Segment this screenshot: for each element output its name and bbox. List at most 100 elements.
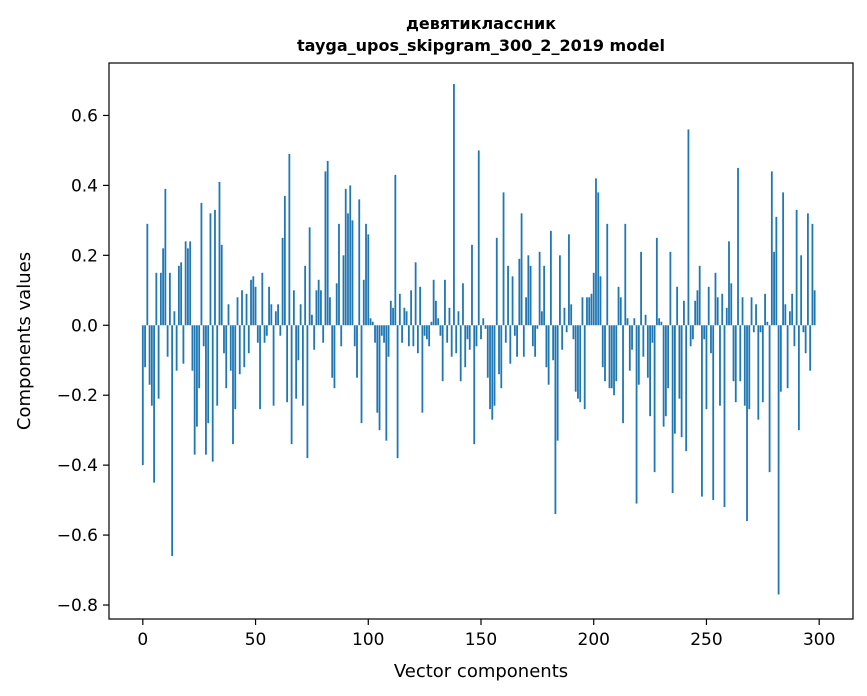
bar <box>640 251 642 326</box>
bar <box>283 195 286 326</box>
bar <box>516 325 518 357</box>
bar <box>741 297 744 326</box>
bar <box>405 311 408 326</box>
bar <box>385 325 388 441</box>
y-tick-label: 0.4 <box>71 176 98 196</box>
bar <box>779 325 782 392</box>
bar <box>198 325 201 389</box>
bar <box>455 325 458 354</box>
bar <box>428 325 431 347</box>
bar <box>595 178 597 326</box>
bar <box>477 150 480 326</box>
bar <box>791 293 794 326</box>
bar <box>619 297 622 326</box>
bar <box>250 279 252 326</box>
bar <box>401 325 403 343</box>
bar <box>277 304 279 326</box>
bar <box>698 265 701 326</box>
bar <box>507 265 509 326</box>
bar <box>304 265 307 326</box>
bar <box>448 307 451 326</box>
bar <box>588 297 591 326</box>
bar <box>624 223 627 326</box>
bar <box>608 325 611 389</box>
bar <box>270 304 273 326</box>
bar <box>227 304 230 326</box>
y-tick-label: −0.4 <box>57 456 98 476</box>
x-tick-label: 0 <box>137 630 148 650</box>
bar <box>173 311 176 326</box>
bar <box>484 325 487 329</box>
bar <box>534 325 537 357</box>
bar <box>320 290 322 326</box>
bar <box>182 325 185 364</box>
bar <box>281 237 284 326</box>
bar <box>299 304 302 326</box>
bar <box>453 83 455 326</box>
bar <box>374 325 376 343</box>
y-axis-ticks: 0.6 0.4 0.2 0.0 −0.2 −0.4 −0.6 −0.8 <box>57 106 109 616</box>
bar <box>761 325 764 403</box>
bar <box>622 325 624 424</box>
bar <box>446 325 449 343</box>
bar <box>475 325 478 347</box>
bar <box>457 311 460 326</box>
bar <box>159 272 162 326</box>
bar <box>669 251 672 326</box>
bar <box>353 325 356 347</box>
bar <box>586 297 588 326</box>
bar <box>171 325 174 557</box>
bar <box>229 325 232 371</box>
bar <box>563 307 566 326</box>
bar <box>313 325 316 350</box>
y-tick-label: 0.0 <box>71 316 98 336</box>
bar <box>734 325 737 403</box>
bar <box>788 311 791 326</box>
x-tick-label: 300 <box>803 630 835 650</box>
bar <box>504 325 507 343</box>
bar <box>407 325 410 347</box>
bar <box>480 325 482 340</box>
bar <box>196 325 198 427</box>
bar <box>529 265 532 326</box>
bar <box>365 223 367 326</box>
bar <box>549 230 552 326</box>
bar <box>518 258 521 326</box>
bar <box>150 325 153 406</box>
bar <box>509 325 512 364</box>
bar <box>592 272 595 326</box>
bar <box>290 325 293 445</box>
bar <box>241 290 243 326</box>
bar <box>263 325 266 343</box>
bar <box>680 325 683 438</box>
y-tick-label: 0.6 <box>71 106 98 126</box>
bar <box>694 300 697 326</box>
bar <box>223 325 225 354</box>
y-tick-label: 0.2 <box>71 246 98 266</box>
bar <box>486 325 489 378</box>
bar <box>719 325 721 406</box>
bar <box>356 325 358 378</box>
bar <box>482 318 485 326</box>
bar <box>615 325 618 382</box>
bar <box>685 325 688 452</box>
bar <box>655 237 658 326</box>
bar <box>707 286 710 326</box>
bar <box>543 265 546 326</box>
bar <box>166 325 169 357</box>
bar <box>473 325 476 445</box>
bar <box>784 304 787 326</box>
bar <box>554 325 557 515</box>
bar <box>723 325 726 508</box>
bar <box>360 325 363 424</box>
bar <box>651 325 654 343</box>
bar <box>520 213 523 326</box>
bar <box>265 325 268 336</box>
bar <box>259 325 261 410</box>
bar <box>683 300 685 326</box>
bar <box>545 325 548 368</box>
bar <box>601 325 604 368</box>
bar <box>752 325 755 333</box>
bar <box>804 325 807 354</box>
